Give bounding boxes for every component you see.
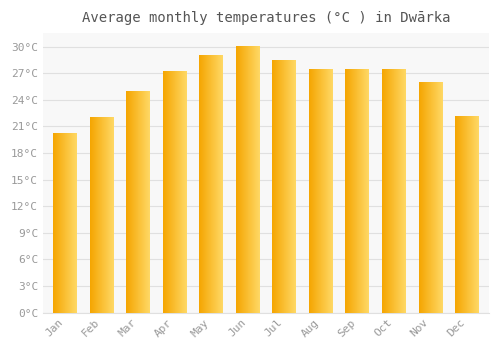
Title: Average monthly temperatures (°C ) in Dwārka: Average monthly temperatures (°C ) in Dw…	[82, 11, 450, 25]
